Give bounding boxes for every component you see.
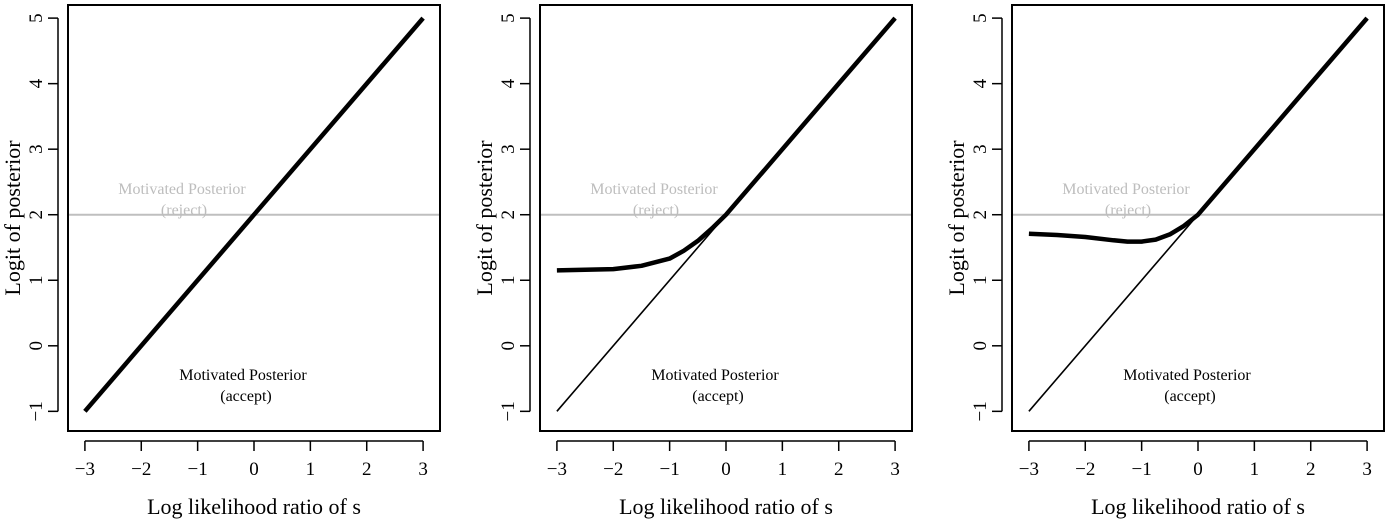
y-tick-label: 1 bbox=[498, 276, 519, 286]
x-tick-label: −3 bbox=[547, 459, 567, 480]
plot-frame bbox=[1011, 4, 1385, 432]
accept-annotation: Motivated Posterior bbox=[179, 367, 307, 384]
x-axis-label: Log likelihood ratio of s bbox=[1091, 494, 1305, 519]
x-tick-label: 2 bbox=[362, 459, 372, 480]
x-tick-label: 3 bbox=[890, 459, 900, 480]
x-tick-label: 0 bbox=[249, 459, 259, 480]
x-tick-label: 1 bbox=[1250, 459, 1260, 480]
y-tick-label: 4 bbox=[498, 78, 519, 88]
x-tick-label: 3 bbox=[418, 459, 428, 480]
x-tick-label: 3 bbox=[1362, 459, 1372, 480]
y-tick-label: 2 bbox=[498, 210, 519, 220]
y-tick-label: 5 bbox=[26, 13, 47, 23]
accept-annotation: (accept) bbox=[1164, 388, 1216, 405]
reject-annotation: (reject) bbox=[161, 202, 207, 219]
x-tick-label: 2 bbox=[834, 459, 844, 480]
y-axis-label: Logit of posterior bbox=[944, 140, 969, 296]
reject-annotation: Motivated Posterior bbox=[590, 181, 718, 198]
y-tick-label: 0 bbox=[498, 341, 519, 351]
reject-annotation: (reject) bbox=[633, 202, 679, 219]
accept-annotation: (accept) bbox=[692, 388, 744, 405]
x-tick-label: −1 bbox=[188, 459, 208, 480]
y-axis-label: Logit of posterior bbox=[472, 140, 497, 296]
plot-frame bbox=[67, 4, 441, 432]
y-tick-label: −1 bbox=[970, 401, 991, 421]
x-tick-label: 0 bbox=[721, 459, 731, 480]
accept-annotation: Motivated Posterior bbox=[1123, 367, 1251, 384]
y-axis-label: Logit of posterior bbox=[0, 140, 25, 296]
x-tick-label: −1 bbox=[660, 459, 680, 480]
y-tick-label: 5 bbox=[970, 13, 991, 23]
plot-frame bbox=[539, 4, 913, 432]
y-tick-label: 3 bbox=[26, 144, 47, 154]
reject-annotation: Motivated Posterior bbox=[118, 181, 246, 198]
y-tick-label: 2 bbox=[970, 210, 991, 220]
motivated-posterior-curve bbox=[1028, 16, 1369, 244]
panel-1: −3 −2 −1 0 1 2 3 Log likelihood ratio of s −1 0 1 2… bbox=[0, 4, 441, 519]
y-tick-label: 5 bbox=[498, 13, 519, 23]
y-tick-label: 4 bbox=[26, 78, 47, 88]
x-tick-label: −1 bbox=[1132, 459, 1152, 480]
y-tick-label: 1 bbox=[970, 276, 991, 286]
y-tick-label: 2 bbox=[26, 210, 47, 220]
x-axis-label: Log likelihood ratio of s bbox=[619, 494, 833, 519]
x-tick-label: 1 bbox=[778, 459, 788, 480]
x-tick-label: −2 bbox=[131, 459, 151, 480]
y-tick-label: 3 bbox=[498, 144, 519, 154]
panel-2: −3 −2 −1 0 1 2 3 Log likelihood ratio of s −1 0 1 2… bbox=[472, 4, 913, 519]
x-tick-label: −2 bbox=[1075, 459, 1095, 480]
y-tick-label: 1 bbox=[26, 276, 47, 286]
accept-annotation: (accept) bbox=[220, 388, 272, 405]
reject-annotation: Motivated Posterior bbox=[1062, 181, 1190, 198]
reject-annotation: (reject) bbox=[1105, 202, 1151, 219]
x-axis-label: Log likelihood ratio of s bbox=[147, 494, 361, 519]
motivated-posterior-curve bbox=[556, 16, 897, 273]
y-tick-label: 4 bbox=[970, 78, 991, 88]
y-tick-label: 3 bbox=[970, 144, 991, 154]
motivated-posterior-curve bbox=[83, 16, 425, 413]
x-tick-label: 0 bbox=[1193, 459, 1203, 480]
y-tick-label: 0 bbox=[26, 341, 47, 351]
y-tick-label: −1 bbox=[26, 401, 47, 421]
accept-annotation: Motivated Posterior bbox=[651, 367, 779, 384]
x-tick-label: −3 bbox=[1019, 459, 1039, 480]
y-tick-label: 0 bbox=[970, 341, 991, 351]
panel-3: −3 −2 −1 0 1 2 3 Log likelihood ratio of s −1 0 1 2… bbox=[944, 4, 1385, 519]
x-tick-label: 2 bbox=[1306, 459, 1316, 480]
x-tick-label: 1 bbox=[306, 459, 316, 480]
x-tick-label: −2 bbox=[603, 459, 623, 480]
x-tick-label: −3 bbox=[75, 459, 95, 480]
y-tick-label: −1 bbox=[498, 401, 519, 421]
